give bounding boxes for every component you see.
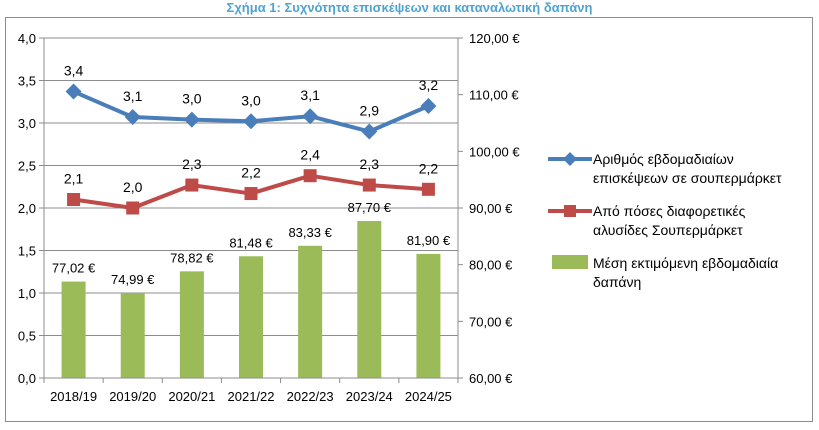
diamond-marker	[65, 83, 82, 100]
right-tick-label: 70,00 €	[469, 314, 513, 329]
square-marker	[185, 178, 199, 192]
legend-label: αλυσίδες Σουπερμάρκετ	[593, 222, 743, 238]
line-data-label: 3,2	[419, 77, 439, 93]
right-tick-label: 110,00 €	[469, 88, 519, 103]
square-marker	[126, 201, 140, 215]
bar-data-labels: 77,02 € 74,99 € 78,82 € 81,48 € 83,33 € 87,70…	[52, 200, 451, 287]
bar-data-label: 87,70 €	[348, 200, 392, 215]
line-data-label: 3,1	[300, 87, 320, 103]
right-tick-label: 100,00 €	[469, 144, 520, 159]
x-tick-label: 2018/19	[50, 389, 97, 404]
bar-data-label: 74,99 €	[111, 272, 155, 287]
diamond-marker	[302, 108, 319, 125]
bar	[61, 281, 86, 378]
line-data-labels: 3,4 3,1 3,0 3,0 3,1 2,9 3,2 2,1 2,0 2,3 2,2 2,4 2,3 2…	[64, 63, 439, 195]
right-tick-label: 60,00 €	[469, 371, 513, 386]
bar	[357, 221, 382, 378]
line-data-label: 2,1	[64, 171, 84, 187]
legend-label: Μέση εκτιμόμενη εβδομαδιαία	[593, 255, 778, 271]
bar-data-label: 83,33 €	[288, 225, 332, 240]
diamond-marker	[124, 109, 141, 126]
left-tick-label: 3,5	[18, 74, 36, 89]
bar-data-label: 81,90 €	[407, 233, 451, 248]
legend-label: Αριθμός εβδομαδιαίων	[593, 151, 734, 167]
x-tick-label: 2021/22	[228, 389, 275, 404]
bar-data-label: 81,48 €	[229, 235, 273, 250]
diamond-marker	[361, 123, 378, 140]
legend-diamond-marker	[563, 152, 577, 166]
left-tick-label: 0,5	[18, 329, 36, 344]
legend: Αριθμός εβδομαδιαίων επισκέψεων σε σουπερ…	[548, 151, 782, 290]
line-series	[65, 83, 437, 215]
legend-square-marker	[564, 205, 576, 217]
line-data-label: 2,3	[182, 156, 202, 172]
bar-series	[61, 221, 441, 378]
right-tick-label: 120,00 €	[469, 31, 520, 46]
line-data-label: 2,2	[241, 165, 261, 181]
bar	[179, 271, 204, 378]
x-tick-label: 2023/24	[346, 389, 393, 404]
left-tick-label: 2,0	[18, 201, 36, 216]
line-data-label: 3,1	[123, 88, 143, 104]
square-marker	[244, 187, 258, 201]
diamond-marker	[243, 113, 259, 130]
line-data-label: 2,2	[419, 160, 439, 176]
chart-frame	[5, 17, 813, 422]
line-data-label: 2,0	[123, 179, 143, 195]
square-marker	[362, 178, 376, 192]
x-tick-label: 2019/20	[109, 389, 156, 404]
bar	[239, 256, 263, 378]
square-marker	[421, 182, 435, 196]
x-tick-label: 2022/23	[287, 389, 334, 404]
diamond-marker	[420, 98, 437, 114]
line-data-label: 2,9	[360, 103, 380, 119]
square-marker	[67, 193, 81, 206]
line-data-label: 2,3	[360, 156, 380, 172]
left-tick-label: 2,5	[18, 159, 36, 174]
x-tick-label: 2024/25	[405, 389, 452, 404]
bar	[298, 245, 323, 378]
line-data-label: 3,0	[182, 91, 202, 107]
legend-bar-swatch	[552, 255, 588, 269]
left-tick-label: 1,0	[18, 286, 36, 301]
left-tick-label: 1,5	[18, 244, 36, 259]
bar	[416, 253, 441, 378]
line-data-label: 3,4	[64, 63, 84, 79]
x-tick-label: 2020/21	[168, 389, 215, 404]
diamond-marker	[183, 111, 200, 128]
square-marker	[303, 169, 317, 183]
line-data-label: 3,0	[241, 92, 261, 108]
chart-title: Σχήμα 1: Συχνότητα επισκέψεων και κατανα…	[226, 0, 593, 15]
bar	[120, 293, 145, 378]
right-tick-label: 90,00 €	[469, 201, 513, 216]
line-data-label: 2,4	[300, 147, 320, 163]
legend-label: δαπάνη	[593, 274, 641, 290]
axes: 0,0 0,5 1,0 1,5 2,0 2,5 3,0 3,5 4,0 60,00 € 70,00 …	[18, 31, 520, 404]
bar-data-label: 77,02 €	[52, 261, 96, 276]
left-tick-label: 0,0	[18, 371, 36, 386]
right-tick-label: 80,00 €	[469, 258, 513, 273]
bar-data-label: 78,82 €	[170, 250, 214, 265]
legend-label: Από πόσες διαφορετικές	[593, 203, 746, 219]
left-tick-label: 4,0	[18, 31, 36, 46]
legend-label: επισκέψεων σε σουπερμάρκετ	[593, 170, 782, 186]
left-tick-label: 3,0	[18, 116, 36, 131]
